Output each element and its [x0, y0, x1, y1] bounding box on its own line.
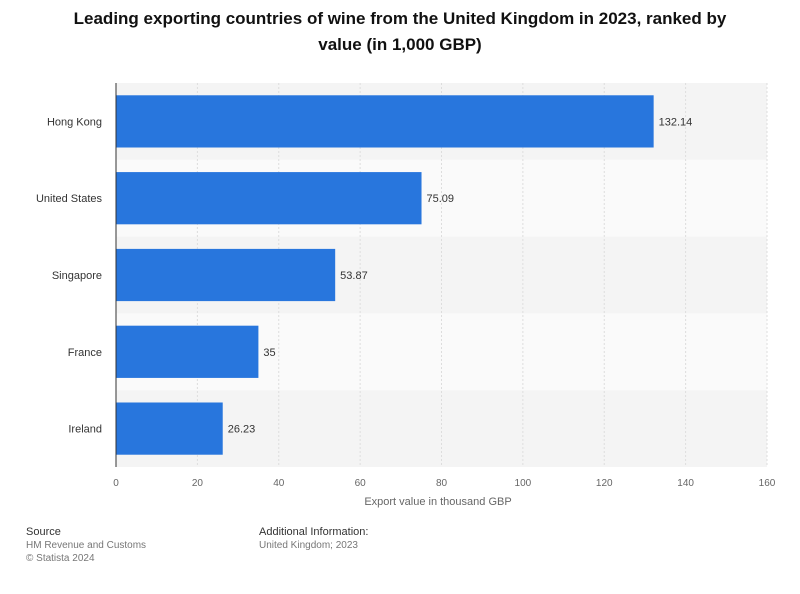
x-tick-label: 60: [355, 478, 367, 489]
x-tick-label: 40: [273, 478, 285, 489]
x-axis-title: Export value in thousand GBP: [364, 496, 511, 508]
bar: [116, 248, 336, 302]
bars: [116, 95, 654, 455]
value-label: 35: [263, 347, 275, 359]
category-label: United States: [36, 193, 103, 205]
chart-title: Leading exporting countries of wine from…: [73, 9, 727, 54]
value-label: 75.09: [427, 193, 455, 205]
source-line: HM Revenue and Customs: [26, 540, 147, 551]
value-label: 53.87: [340, 270, 368, 282]
additional-info-line: United Kingdom; 2023: [259, 540, 358, 551]
copyright-line: © Statista 2024: [26, 553, 95, 564]
category-labels: Hong Kong United States Singapore France Ire…: [36, 116, 103, 435]
bar: [116, 95, 654, 148]
category-label: Ireland: [68, 424, 102, 436]
category-label: Hong Kong: [47, 116, 102, 128]
x-tick-label: 160: [759, 478, 776, 489]
category-label: France: [68, 347, 102, 359]
value-labels: 132.14 75.09 53.87 35 26.23: [228, 116, 693, 435]
x-tick-label: 120: [596, 478, 613, 489]
value-label: 26.23: [228, 424, 256, 436]
x-tick-label: 0: [113, 478, 119, 489]
x-tick-label: 20: [192, 478, 204, 489]
x-tick-label: 100: [515, 478, 532, 489]
source-block: Source HM Revenue and Customs © Statista…: [26, 525, 146, 565]
bar: [116, 325, 259, 378]
value-label: 132.14: [659, 116, 693, 128]
bar-chart: 132.14 75.09 53.87 35 26.23 Hong Kong United …: [36, 83, 776, 508]
x-tick-label: 140: [677, 478, 694, 489]
additional-info-heading: Additional Information:: [259, 526, 369, 538]
x-tick-label: 80: [436, 478, 448, 489]
bar: [116, 172, 422, 225]
source-heading: Source: [26, 526, 61, 538]
additional-info-block: Additional Information: United Kingdom; …: [259, 525, 368, 552]
category-label: Singapore: [52, 270, 102, 282]
bar: [116, 402, 223, 455]
x-axis-ticks: 0 20 40 60 80 100 120 140 160: [113, 478, 776, 489]
